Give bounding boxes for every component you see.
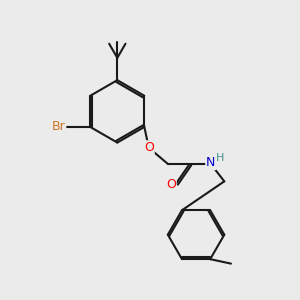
Text: Br: Br (52, 121, 65, 134)
Text: N: N (206, 156, 216, 169)
Text: O: O (144, 141, 154, 154)
Text: O: O (166, 178, 176, 190)
Text: H: H (216, 153, 225, 163)
